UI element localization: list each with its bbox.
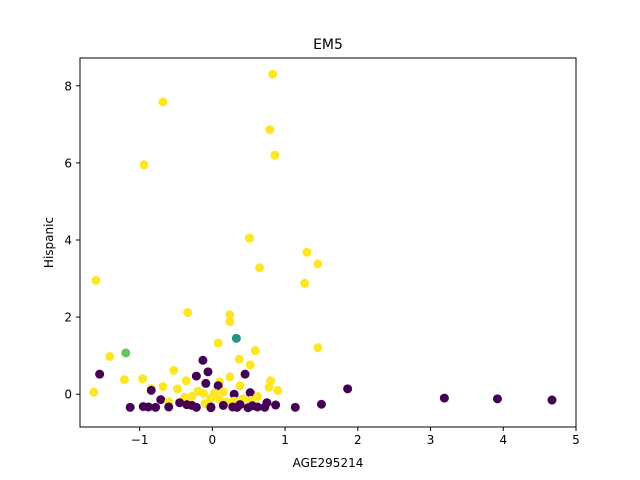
x-tick-label: 0 xyxy=(209,433,217,447)
data-point-11 xyxy=(183,307,193,317)
x-axis: −1 0 1 2 3 4 5 xyxy=(131,427,580,447)
data-point-9 xyxy=(91,275,101,285)
data-point-20 xyxy=(234,354,244,364)
data-point-81 xyxy=(290,402,300,412)
data-point-54 xyxy=(206,393,216,403)
data-point-85 xyxy=(232,402,242,412)
x-tick-label: 1 xyxy=(281,433,289,447)
data-point-80 xyxy=(252,402,262,412)
data-point-31 xyxy=(181,376,191,386)
data-point-19 xyxy=(105,351,115,361)
data-point-55 xyxy=(439,393,449,403)
data-point-3 xyxy=(270,150,280,160)
data-point-60 xyxy=(547,395,557,405)
y-tick-label: 4 xyxy=(64,233,72,247)
data-point-28 xyxy=(225,372,235,382)
y-tick-label: 6 xyxy=(64,156,72,170)
data-point-51 xyxy=(187,392,197,402)
data-point-30 xyxy=(138,374,148,384)
x-axis-label: AGE295214 xyxy=(293,456,364,470)
data-point-77 xyxy=(164,402,174,412)
data-point-88 xyxy=(243,403,253,413)
data-point-18 xyxy=(121,348,131,358)
data-point-25 xyxy=(95,369,105,379)
y-axis-label: Hispanic xyxy=(42,217,56,268)
y-tick-label: 8 xyxy=(64,79,72,93)
data-point-38 xyxy=(264,382,274,392)
data-point-86 xyxy=(260,402,270,412)
data-point-48 xyxy=(245,388,255,398)
data-point-41 xyxy=(343,384,353,394)
data-point-0 xyxy=(268,69,278,79)
data-point-42 xyxy=(146,385,156,395)
data-point-26 xyxy=(240,369,250,379)
data-point-56 xyxy=(492,394,502,404)
x-tick-label: 4 xyxy=(499,433,507,447)
data-point-36 xyxy=(213,381,223,391)
data-point-52 xyxy=(252,392,262,402)
data-point-68 xyxy=(316,399,326,409)
data-point-49 xyxy=(199,388,209,398)
data-point-1 xyxy=(158,97,168,107)
y-tick-label: 0 xyxy=(64,388,72,402)
data-point-27 xyxy=(191,371,201,381)
data-point-40 xyxy=(172,384,182,394)
plot-frame xyxy=(79,57,577,428)
data-point-23 xyxy=(169,365,179,375)
points-layer xyxy=(89,69,557,413)
x-tick-label: 3 xyxy=(427,433,435,447)
chart-title: EM5 xyxy=(313,37,343,53)
data-point-58 xyxy=(156,395,166,405)
data-point-21 xyxy=(198,355,208,365)
data-point-15 xyxy=(213,338,223,348)
data-point-65 xyxy=(175,398,185,408)
x-tick-label: 5 xyxy=(572,433,580,447)
data-point-5 xyxy=(244,233,254,243)
y-axis: 0 2 4 6 8 xyxy=(64,79,80,402)
x-tick-label: −1 xyxy=(131,433,149,447)
y-tick-label: 2 xyxy=(64,311,72,325)
data-point-6 xyxy=(302,247,312,257)
data-point-8 xyxy=(255,263,265,273)
data-point-12 xyxy=(225,310,235,320)
data-point-13 xyxy=(225,317,235,327)
data-point-84 xyxy=(191,402,201,412)
data-point-50 xyxy=(229,389,239,399)
data-point-7 xyxy=(313,259,323,269)
data-point-71 xyxy=(271,400,281,410)
data-point-34 xyxy=(201,378,211,388)
data-point-45 xyxy=(218,387,228,397)
data-point-82 xyxy=(125,402,135,412)
data-point-43 xyxy=(273,385,283,395)
data-point-47 xyxy=(89,387,99,397)
data-point-17 xyxy=(250,346,260,356)
data-point-76 xyxy=(143,402,153,412)
data-point-83 xyxy=(151,402,161,412)
data-point-24 xyxy=(203,367,213,377)
data-point-10 xyxy=(300,278,310,288)
data-point-4 xyxy=(139,160,149,170)
data-point-2 xyxy=(265,125,275,135)
data-point-22 xyxy=(245,360,255,370)
data-point-35 xyxy=(235,381,245,391)
data-point-14 xyxy=(231,333,241,343)
data-point-87 xyxy=(206,403,216,413)
data-point-73 xyxy=(218,400,228,410)
data-point-16 xyxy=(313,343,323,353)
data-point-37 xyxy=(158,382,168,392)
x-tick-label: 2 xyxy=(354,433,362,447)
data-point-29 xyxy=(119,375,129,385)
